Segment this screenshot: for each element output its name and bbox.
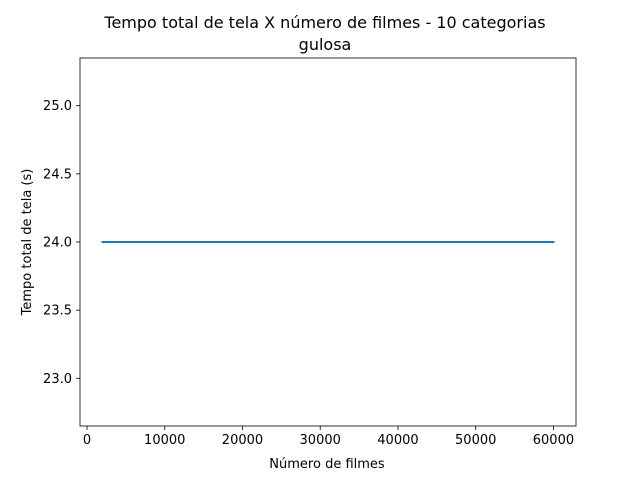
y-axis-label: Tempo total de tela (s) [20,169,35,317]
y-tick-label: 23.5 [43,304,72,319]
plot-frame [79,57,577,427]
x-tick-label: 0 [83,433,91,448]
x-tick-label: 20000 [222,433,263,448]
x-tick-label: 10000 [144,433,185,448]
plot-area: 0 10000 20000 30000 40000 50000 60000 23.0 23.5 2… [43,57,577,448]
chart-title: Tempo total de tela X número de filmes -… [103,13,545,32]
chart-subtitle: gulosa [299,35,352,54]
y-tick-label: 23.0 [43,372,72,387]
x-tick-label: 40000 [377,433,418,448]
x-tick-label: 50000 [455,433,496,448]
y-tick-label: 25.0 [43,99,72,114]
y-tick-label: 24.5 [43,167,72,182]
x-tick-label: 60000 [533,433,574,448]
y-tick-label: 24.0 [43,236,72,251]
x-tick-label: 30000 [300,433,341,448]
x-axis-label: Número de filmes [269,457,385,472]
